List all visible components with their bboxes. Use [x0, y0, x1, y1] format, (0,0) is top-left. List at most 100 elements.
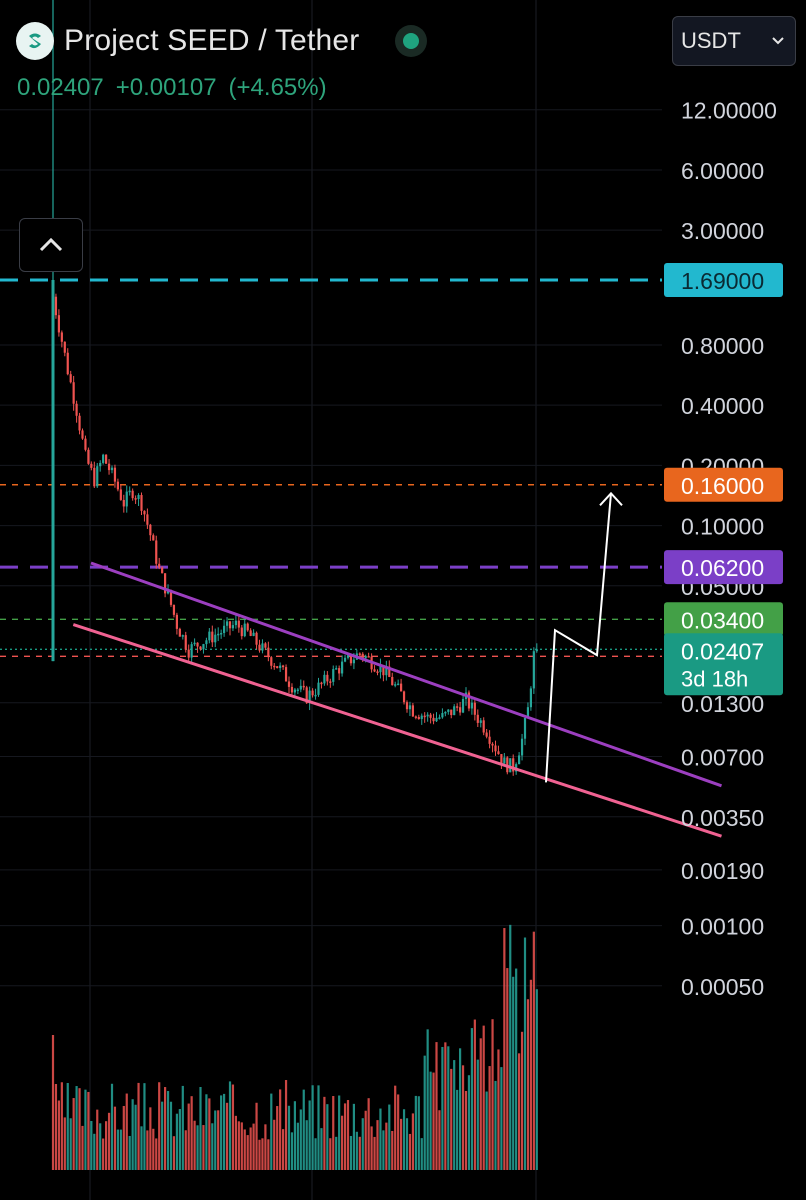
volume-bar [509, 924, 512, 1170]
volume-bar [110, 1083, 114, 1170]
volume-bar [282, 1129, 285, 1170]
volume-bar [172, 1136, 176, 1170]
price-tag [664, 550, 783, 585]
collapse-button[interactable] [19, 218, 83, 272]
y-tick-label: 0.00190 [681, 858, 764, 884]
candle [408, 705, 412, 710]
candle [217, 633, 220, 636]
volume-bar [223, 1093, 226, 1170]
volume-bar [423, 1055, 426, 1170]
volume-bar [175, 1113, 178, 1170]
candle [320, 682, 323, 685]
candle [54, 296, 58, 316]
candle [470, 702, 473, 709]
volume-bar [426, 1029, 429, 1170]
candle [228, 621, 232, 629]
volume-bar [255, 1102, 258, 1170]
volume-bar [231, 1084, 235, 1170]
candle [476, 714, 479, 723]
volume-bar [526, 999, 530, 1170]
chart-header: Project SEED / Tether [16, 22, 428, 60]
candle [72, 382, 75, 404]
volume-bar [529, 979, 532, 1170]
candle [110, 467, 114, 471]
candle [128, 490, 131, 493]
volume-bar [391, 1130, 394, 1170]
volume-bar [332, 1096, 335, 1170]
volume-bars [51, 924, 538, 1170]
candle [358, 653, 361, 655]
candle [99, 462, 102, 467]
volume-bar [146, 1130, 149, 1170]
price-change-pct: (+4.65%) [228, 74, 327, 101]
volume-bar [237, 1121, 240, 1170]
candle [287, 681, 291, 687]
candle [81, 430, 84, 439]
candle [193, 642, 196, 645]
volume-bar [520, 1031, 524, 1170]
volume-bar [122, 1105, 125, 1170]
candle [461, 698, 465, 713]
volume-bar [317, 1085, 320, 1170]
volume-bar [461, 1065, 465, 1170]
volume-bar [93, 1133, 96, 1170]
candle [296, 689, 299, 692]
volume-bar [341, 1115, 344, 1170]
volume-bar [169, 1101, 173, 1170]
candle [96, 466, 99, 487]
candle [376, 671, 379, 673]
candle [199, 646, 202, 650]
volume-bar [388, 1104, 391, 1170]
candle [394, 684, 397, 686]
candle [78, 415, 81, 431]
volume-bar [420, 1138, 423, 1170]
candle [93, 467, 96, 487]
volume-bar [155, 1138, 158, 1170]
candle [234, 620, 237, 626]
candle [190, 644, 193, 658]
volume-bar [287, 1105, 291, 1170]
trendlines [72, 561, 722, 838]
candle [338, 668, 341, 674]
volume-bar [355, 1131, 358, 1170]
volume-bar [249, 1127, 252, 1170]
candle [214, 634, 217, 643]
candle [447, 709, 450, 712]
volume-bar [246, 1135, 249, 1170]
volume-bar [57, 1100, 60, 1170]
candle [75, 403, 78, 416]
currency-select[interactable]: USDT [672, 16, 796, 66]
volume-bar [181, 1085, 184, 1170]
candle [314, 694, 317, 697]
projection-path [545, 491, 623, 783]
candle [518, 755, 521, 765]
candle [223, 625, 226, 633]
candle [290, 686, 294, 693]
candle [240, 627, 243, 637]
candle [520, 738, 524, 756]
candle [441, 713, 444, 718]
candle [205, 640, 208, 645]
volume-bar [166, 1091, 170, 1170]
volume-bar [441, 1046, 444, 1170]
candle [261, 643, 264, 651]
candle [456, 706, 459, 708]
volume-bar [96, 1109, 99, 1170]
candle [343, 657, 347, 662]
candle [391, 676, 394, 686]
candle [435, 717, 438, 722]
volume-bar [105, 1121, 108, 1170]
candle [155, 540, 158, 564]
candle [367, 656, 370, 658]
candle [196, 642, 199, 647]
volume-bar [506, 968, 509, 1170]
trendline-upper [90, 561, 722, 788]
volume-bar [308, 1100, 311, 1170]
candle [131, 490, 134, 499]
volume-bar [202, 1125, 205, 1170]
candlesticks [51, 0, 538, 776]
candle [529, 688, 532, 708]
volume-bar [296, 1122, 299, 1170]
candle [308, 690, 311, 704]
